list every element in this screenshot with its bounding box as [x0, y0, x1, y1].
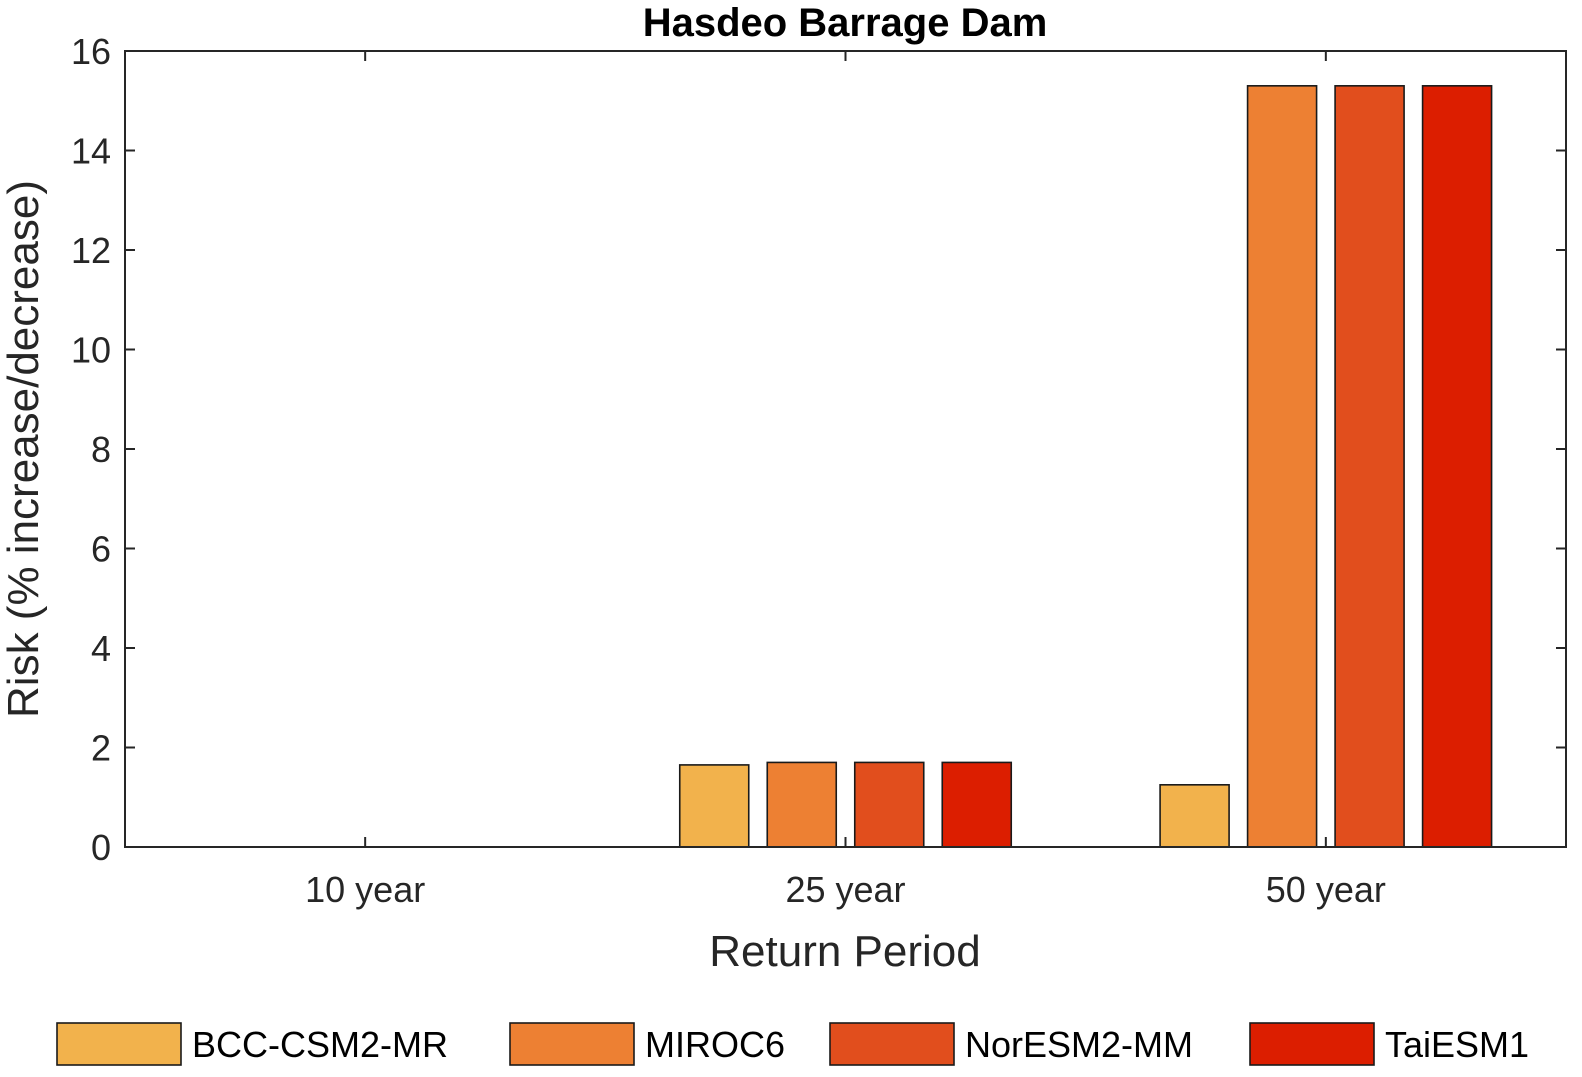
legend-item-taiesm1: TaiESM1 [1249, 1022, 1529, 1066]
legend-swatch [56, 1022, 182, 1066]
x-tick-labels: 10 year 25 year 50 year [305, 869, 1386, 910]
legend-label: BCC-CSM2-MR [192, 1024, 448, 1065]
legend-item-noresm2-mm: NorESM2-MM [829, 1022, 1193, 1066]
legend-item-miroc6: MIROC6 [509, 1022, 785, 1066]
x-tick-label: 10 year [305, 869, 425, 910]
y-tick-labels: 0 2 4 6 8 10 12 14 16 [71, 31, 111, 868]
legend-label: MIROC6 [645, 1024, 785, 1065]
x-tick-label: 50 year [1266, 869, 1386, 910]
legend-swatch [829, 1022, 955, 1066]
bar-taiesm1-50-year [1421, 85, 1493, 848]
y-tick-label: 0 [91, 827, 111, 868]
y-tick-label: 6 [91, 529, 111, 570]
bar-noresm2-mm-50-year [1334, 85, 1405, 848]
x-axis-title: Return Period [709, 927, 980, 976]
bars-layer [678, 85, 1493, 848]
chart-title: Hasdeo Barrage Dam [643, 1, 1048, 45]
bar-miroc6-25-year [766, 761, 838, 848]
legend-label: TaiESM1 [1385, 1024, 1529, 1065]
bar-noresm2-mm-25-year [853, 761, 925, 848]
y-tick-label: 12 [71, 230, 111, 271]
bar-miroc6-50-year [1246, 85, 1318, 848]
x-tick-label: 25 year [785, 869, 905, 910]
bar-bcc-csm2-mr-25-year [678, 764, 750, 848]
bar-bcc-csm2-mr-50-year [1159, 784, 1230, 848]
y-axis-title: Risk (% increase/decrease) [0, 180, 48, 718]
axis-ticks [125, 50, 1566, 848]
y-tick-label: 8 [91, 429, 111, 470]
legend-item-bcc-csm2-mr: BCC-CSM2-MR [56, 1022, 448, 1066]
y-tick-label: 14 [71, 131, 111, 172]
legend: BCC-CSM2-MR MIROC6 NorESM2-MM TaiESM1 [56, 1022, 1529, 1066]
y-tick-label: 2 [91, 728, 111, 769]
y-tick-label: 4 [91, 628, 111, 669]
legend-label: NorESM2-MM [965, 1024, 1193, 1065]
y-tick-label: 16 [71, 31, 111, 72]
bar-taiesm1-25-year [941, 761, 1013, 848]
legend-swatch [1249, 1022, 1375, 1066]
y-tick-label: 10 [71, 330, 111, 371]
legend-swatch [509, 1022, 635, 1066]
